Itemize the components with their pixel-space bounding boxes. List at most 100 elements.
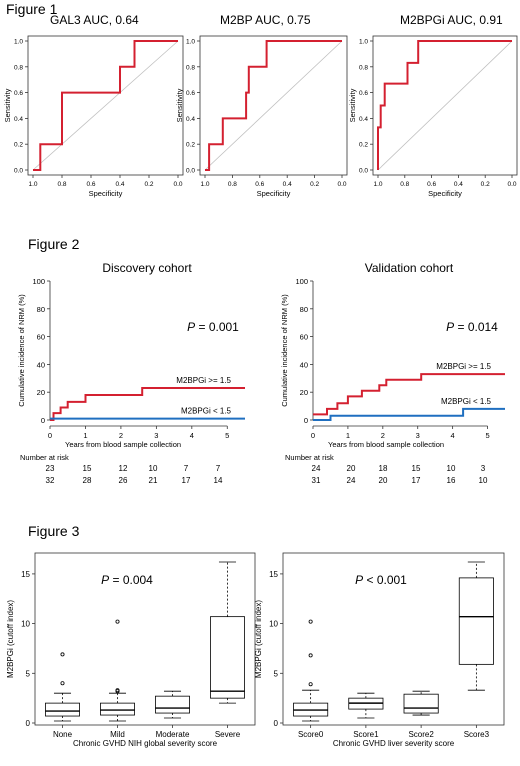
boxplot-box: [458, 577, 494, 665]
roc-curve: [377, 40, 512, 170]
km-x-tick-label: 3: [154, 431, 158, 440]
roc-x-tick-label: 0.8: [228, 181, 237, 188]
km-y-tick-label: 60: [37, 333, 45, 342]
p-value-symbol: P: [101, 573, 109, 587]
risk-table-cell: 20: [379, 476, 388, 485]
roc-y-axis-label: Sensitivity: [348, 88, 357, 122]
roc-chart-title: M2BP AUC, 0.75: [220, 13, 311, 27]
km-y-tick-label: 0: [41, 416, 45, 425]
plots-layer: 0.0 0.2 0.4 0.6 0.8 1.0 1.0 0.8 0.6 0.4 0.2 0.0 Spec…: [3, 13, 518, 748]
roc-plot-frame: [372, 35, 518, 176]
roc-x-tick-label: 0.6: [427, 181, 436, 188]
boxplot-outlier-point: [308, 682, 313, 687]
risk-table-cell: 12: [119, 464, 128, 473]
km-y-axis-label: Cumulative incidence of NRM (%): [280, 294, 289, 407]
boxplot-outlier-point: [60, 681, 65, 686]
roc-y-tick-label: 0.2: [359, 142, 368, 149]
risk-table-cell: 24: [347, 476, 356, 485]
roc-y-tick-label: 0.8: [359, 64, 368, 71]
risk-table-cell: 10: [479, 476, 488, 485]
km-series-label: M2BPGi < 1.5: [181, 407, 232, 416]
roc-y-tick-label: 0.6: [14, 90, 23, 97]
risk-table-cell: 20: [347, 464, 356, 473]
roc-x-tick-label: 0.0: [173, 181, 182, 188]
roc-x-tick-label: 0.2: [310, 181, 319, 188]
boxplot-category-label: Mild: [110, 730, 125, 739]
risk-table-cell: 7: [216, 464, 221, 473]
roc-y-tick-label: 0.2: [186, 142, 195, 149]
risk-table-cell: 14: [214, 476, 223, 485]
km-y-tick-label: 60: [300, 333, 308, 342]
roc-x-tick-label: 0.4: [115, 181, 124, 188]
km-x-tick-label: 0: [48, 431, 52, 440]
km-series-label: M2BPGi < 1.5: [441, 397, 492, 406]
km-series-line: [313, 407, 505, 421]
roc-y-tick-label: 0.0: [14, 168, 23, 175]
roc-x-tick-label: 1.0: [28, 181, 37, 188]
roc-plot-frame: [27, 35, 184, 176]
risk-table-cell: 28: [83, 476, 92, 485]
km-x-tick-label: 5: [485, 431, 489, 440]
boxplot-category-label: Score2: [408, 730, 434, 739]
boxplot-outlier-point: [115, 619, 120, 624]
p-value-text: < 0.001: [363, 573, 407, 587]
roc-plot-frame: [199, 35, 348, 176]
roc-y-tick-label: 0.8: [186, 64, 195, 71]
km-y-tick-label: 100: [295, 277, 308, 286]
roc-reference-diagonal: [204, 40, 343, 171]
roc-x-tick-label: 0.6: [86, 181, 95, 188]
p-value-text: = 0.001: [195, 320, 239, 334]
risk-table-title: Number at risk: [285, 453, 334, 462]
km-y-tick-label: 20: [37, 388, 45, 397]
p-value-text: = 0.004: [109, 573, 153, 587]
risk-table-cell: 18: [379, 464, 388, 473]
risk-table-cell: 23: [46, 464, 55, 473]
p-value-annotation: P < 0.001: [355, 573, 407, 587]
p-value-symbol: P: [446, 320, 454, 334]
roc-y-tick-label: 0.4: [14, 116, 23, 123]
roc-x-axis-label: Specificity: [89, 189, 123, 198]
p-value-text: = 0.014: [454, 320, 498, 334]
roc-y-tick-label: 0.4: [186, 116, 195, 123]
boxplot-category-label: Moderate: [156, 730, 190, 739]
risk-table-cell: 32: [46, 476, 55, 485]
risk-table-cell: 21: [149, 476, 158, 485]
km-x-axis-label: Years from blood sample collection: [328, 440, 444, 449]
roc-y-tick-label: 0.0: [359, 168, 368, 175]
risk-table-cell: 24: [312, 464, 321, 473]
roc-x-tick-label: 0.8: [400, 181, 409, 188]
roc-x-axis-label: Specificity: [257, 189, 291, 198]
roc-y-axis-label: Sensitivity: [175, 88, 184, 122]
roc-x-tick-label: 0.0: [337, 181, 346, 188]
figure-3-label: Figure 3: [28, 523, 80, 539]
boxplot-x-axis-label: Chronic GVHD NIH global severity score: [73, 739, 218, 748]
km-x-tick-label: 1: [83, 431, 87, 440]
roc-y-axis-label: Sensitivity: [3, 88, 12, 122]
roc-y-tick-label: 0.6: [186, 90, 195, 97]
boxplot-box: [45, 702, 80, 717]
km-y-tick-label: 100: [32, 277, 45, 286]
km-x-tick-label: 1: [346, 431, 350, 440]
roc-chart-title: GAL3 AUC, 0.64: [50, 13, 139, 27]
km-y-axis-label: Cumulative incidence of NRM (%): [17, 294, 26, 407]
roc-x-tick-label: 0.0: [507, 181, 516, 188]
boxplot-outlier-point: [308, 653, 313, 658]
p-value-symbol: P: [187, 320, 195, 334]
boxplot-y-tick-label: 10: [269, 620, 278, 629]
p-value-annotation: P = 0.001: [187, 320, 239, 334]
km-series-line: [50, 387, 245, 421]
boxplot-y-tick-label: 15: [269, 570, 278, 579]
figure-2-label: Figure 2: [28, 236, 80, 252]
roc-x-tick-label: 0.6: [255, 181, 264, 188]
roc-x-tick-label: 0.2: [144, 181, 153, 188]
risk-table-cell: 10: [447, 464, 456, 473]
boxplot-frame: [282, 552, 505, 726]
boxplot-box: [155, 695, 190, 714]
km-x-tick-label: 3: [416, 431, 420, 440]
risk-table-cell: 31: [312, 476, 321, 485]
boxplot-y-tick-label: 0: [26, 719, 31, 728]
roc-x-tick-label: 1.0: [200, 181, 209, 188]
boxplot-category-label: Score3: [464, 730, 490, 739]
roc-x-tick-label: 0.4: [283, 181, 292, 188]
